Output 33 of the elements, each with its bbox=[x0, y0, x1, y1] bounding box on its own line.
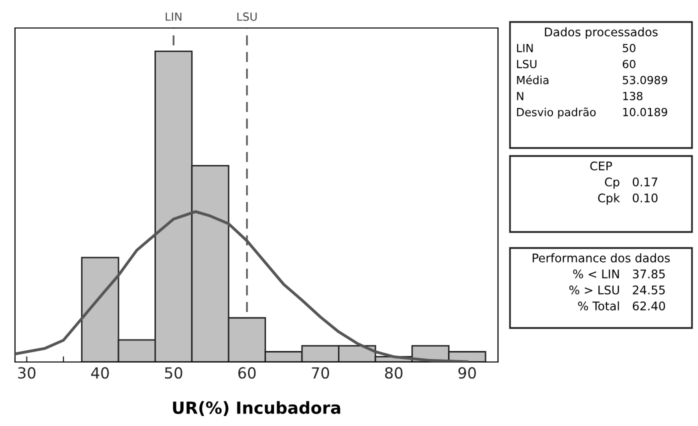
x-tick-label: 70 bbox=[312, 367, 330, 379]
text: 62.40 bbox=[632, 301, 666, 310]
text: 37.85 bbox=[632, 269, 665, 278]
text: % Total bbox=[578, 301, 619, 310]
text: Cpk bbox=[598, 193, 620, 205]
x-tick-label: 30 bbox=[18, 367, 36, 379]
x-axis-title: UR(%) Incubadora bbox=[173, 401, 340, 416]
text: Cp bbox=[604, 177, 620, 189]
ref-line-label: LIN bbox=[166, 12, 182, 21]
text: 60 bbox=[622, 60, 636, 68]
text: Desvio padrão bbox=[517, 108, 596, 118]
x-tick-label: 80 bbox=[385, 367, 402, 379]
x-tick-label: 60 bbox=[238, 367, 256, 379]
text: 53.0989 bbox=[622, 76, 668, 84]
text: 0.10 bbox=[632, 193, 658, 202]
text: CEP bbox=[590, 161, 612, 170]
text: % < LIN bbox=[573, 269, 619, 278]
x-tick-label: 40 bbox=[91, 367, 109, 379]
ref-line-label: LSU bbox=[237, 12, 257, 21]
text: 0.17 bbox=[632, 177, 658, 186]
x-tick-label: 90 bbox=[458, 367, 476, 379]
text: 10.0189 bbox=[623, 108, 668, 116]
text: 50 bbox=[622, 44, 636, 52]
text: N bbox=[517, 92, 524, 100]
text: Dados processados bbox=[544, 27, 658, 39]
text: LSU bbox=[517, 60, 536, 68]
text: Média bbox=[517, 75, 548, 84]
x-tick-label: 50 bbox=[165, 367, 182, 379]
text: 138 bbox=[623, 92, 642, 100]
text: LIN bbox=[517, 44, 533, 52]
text: % > LSU bbox=[569, 285, 619, 294]
text: Performance dos dados bbox=[532, 253, 670, 262]
text: 24.55 bbox=[632, 285, 665, 294]
